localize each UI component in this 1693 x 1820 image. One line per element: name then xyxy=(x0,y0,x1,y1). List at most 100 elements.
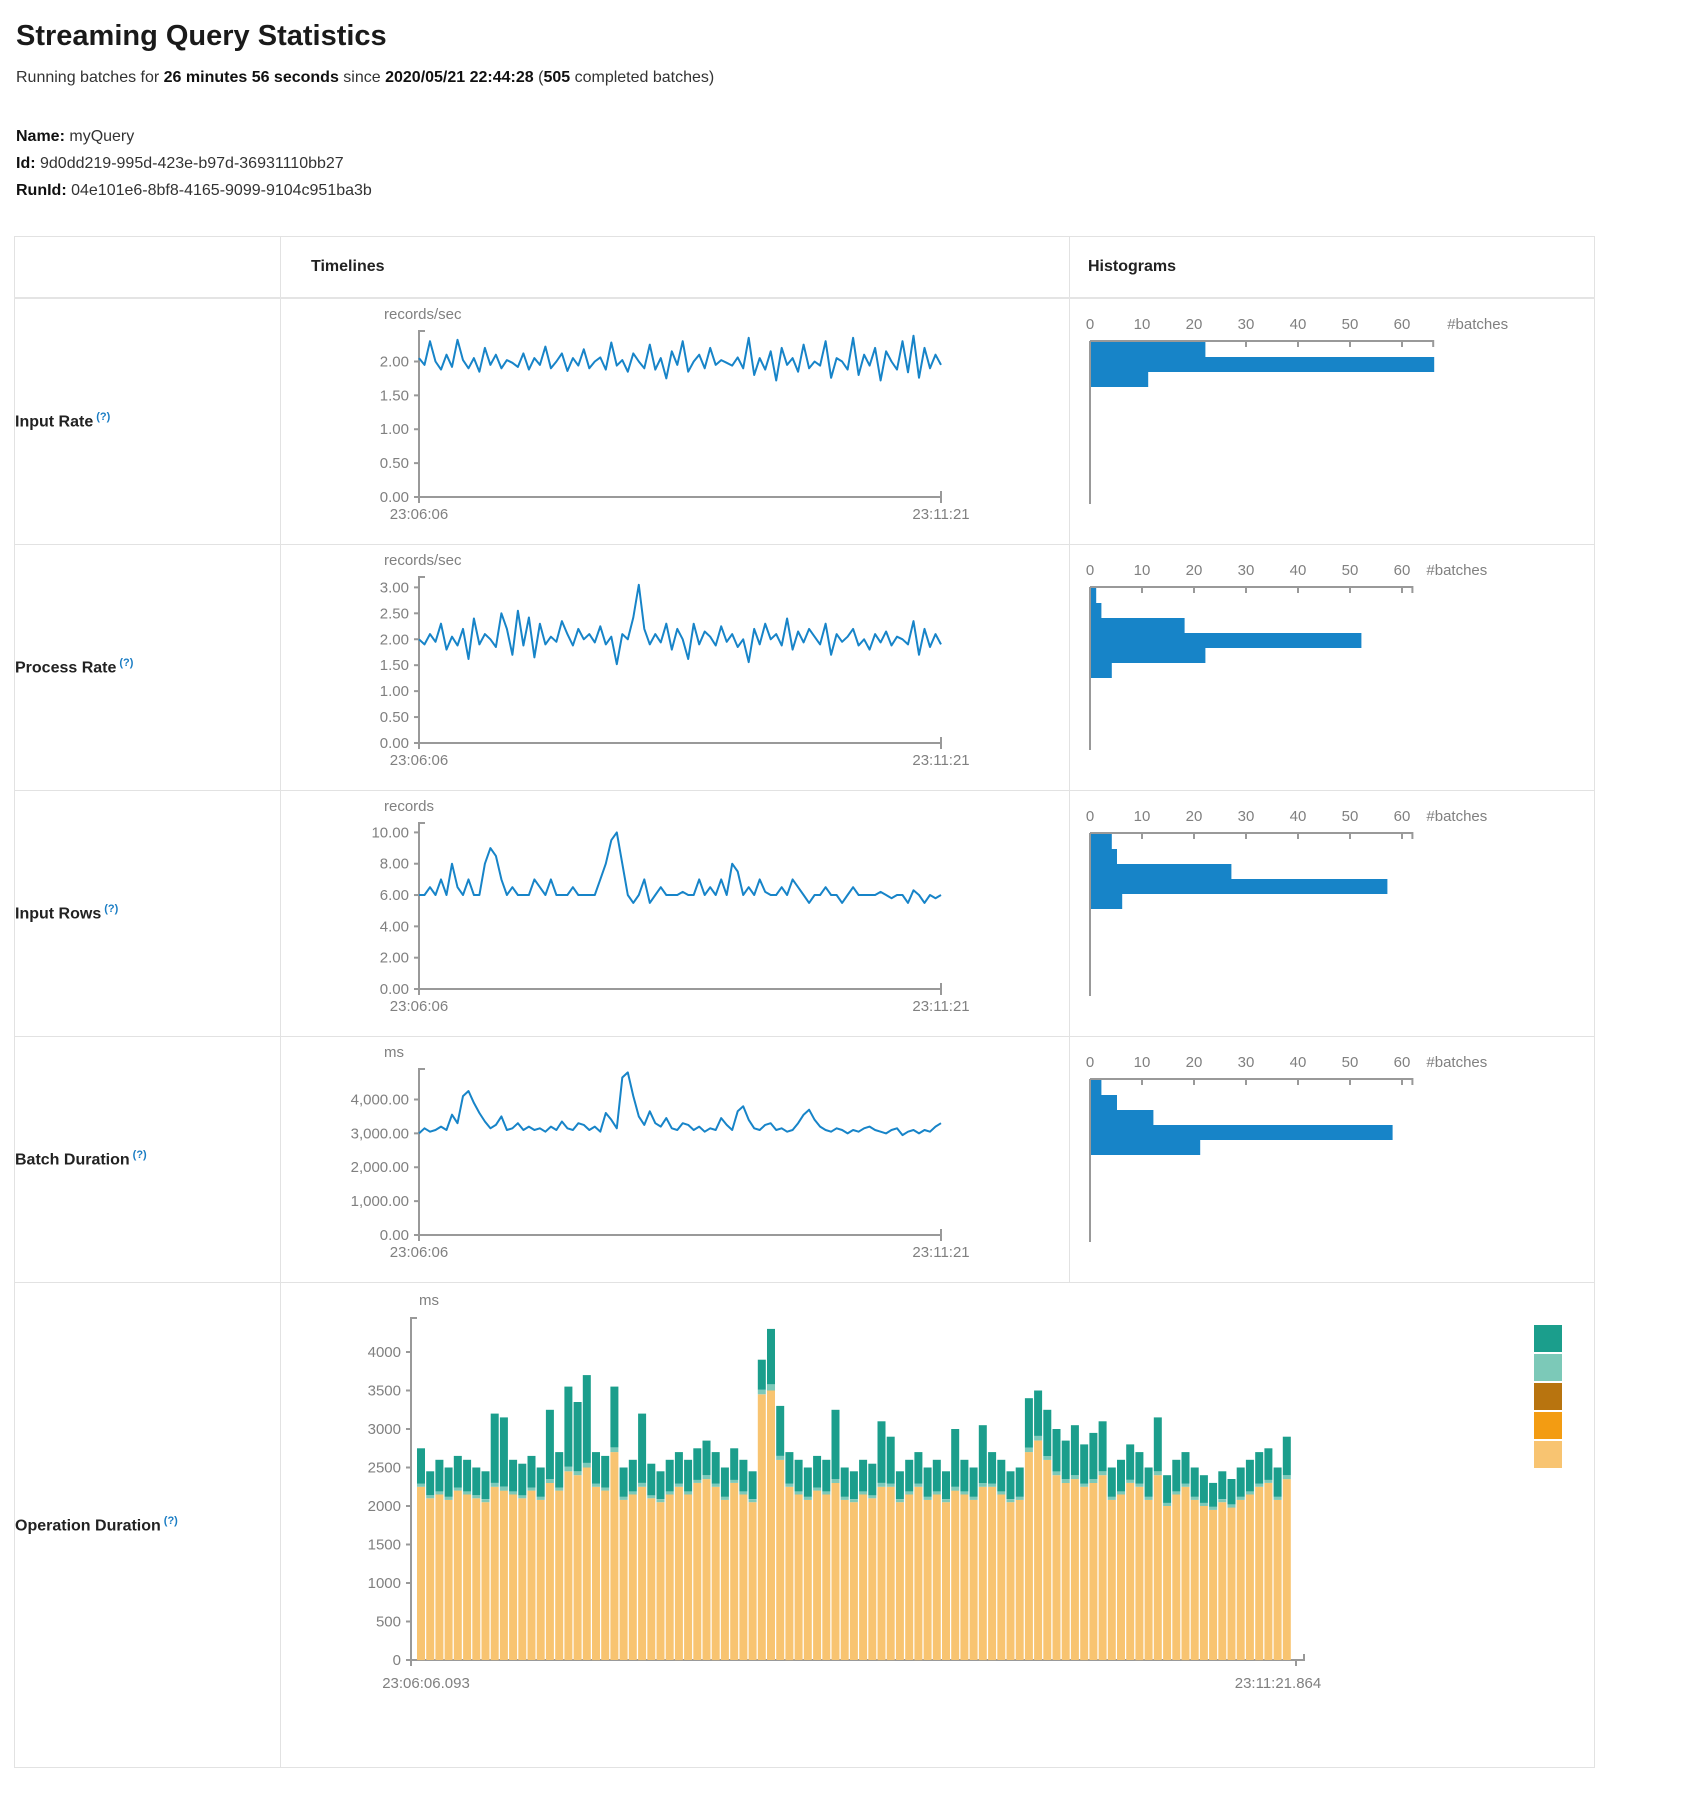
stacked-bar-segment xyxy=(444,1496,453,1500)
stacked-bar-segment xyxy=(1218,1471,1227,1499)
stacked-bar-segment xyxy=(831,1479,840,1483)
stacked-bar-segment xyxy=(665,1459,674,1492)
axis-label: 3,000.00 xyxy=(351,1125,409,1142)
stacked-bar-segment xyxy=(684,1491,693,1495)
stacked-bar-segment xyxy=(1098,1471,1107,1476)
help-icon[interactable]: (?) xyxy=(163,1514,178,1527)
stacked-bar-segment xyxy=(960,1494,969,1660)
name-value: myQuery xyxy=(69,128,135,145)
histogram-axis xyxy=(1090,340,1435,347)
query-meta: Name: myQuery Id: 9d0dd219-995d-423e-b97… xyxy=(16,123,1693,204)
row-label-batch-duration: Batch Duration (?) xyxy=(14,1036,281,1283)
stacked-bar-segment xyxy=(960,1459,969,1492)
stacked-bar-segment xyxy=(1199,1475,1208,1503)
input-rate-histogram-cell: 0 10 20 30 40 50 60 #batches xyxy=(1069,297,1595,545)
stacked-bar-segment xyxy=(1144,1496,1153,1500)
stacked-bar-segment xyxy=(518,1495,527,1499)
stacked-bar-segment xyxy=(1080,1444,1089,1484)
stacked-bar-segment xyxy=(1024,1452,1033,1660)
axis-label: 23:06:06 xyxy=(390,752,448,769)
operation-duration-stacked-chart: ms 4000 3500 3000 2500 2000 1500 1000 500 0 23:06:… xyxy=(368,1292,1562,1692)
stacked-bar-segment xyxy=(536,1467,545,1497)
stacked-bar-segment xyxy=(886,1436,895,1484)
stacked-bar-segment xyxy=(555,1490,564,1660)
axis-label: 10 xyxy=(1134,1054,1151,1071)
stacked-bar-segment xyxy=(1181,1483,1190,1487)
axis-label: 0.50 xyxy=(380,709,409,726)
stacked-bar-segment xyxy=(803,1496,812,1500)
axis-label: 4,000.00 xyxy=(351,1091,409,1108)
stacked-bar-segment xyxy=(656,1502,665,1660)
stacked-bar-segment xyxy=(499,1486,508,1491)
axis-label: 20 xyxy=(1186,562,1203,579)
batch-duration-histogram-cell: 0 10 20 30 40 50 60 #batches xyxy=(1069,1036,1595,1283)
stacked-bar-segment xyxy=(831,1409,840,1480)
stacked-bar-segment xyxy=(545,1482,554,1660)
stacked-bar-segment xyxy=(978,1425,987,1483)
axis-label: records/sec xyxy=(384,306,462,323)
axis-label: 10 xyxy=(1134,316,1151,333)
stacked-bar-segment xyxy=(923,1467,932,1497)
stacked-bar-segment xyxy=(1024,1398,1033,1448)
axis-label: 60 xyxy=(1394,1054,1411,1071)
help-icon[interactable]: (?) xyxy=(104,903,119,916)
stacked-bar-segment xyxy=(536,1499,545,1660)
stacked-bar-segment xyxy=(1080,1483,1089,1487)
legend-swatch-4 xyxy=(1534,1441,1562,1468)
stacked-bar-segment xyxy=(942,1499,950,1503)
row-label-text: Process Rate xyxy=(15,659,117,677)
stacked-bar-segment xyxy=(1245,1459,1254,1492)
stacked-bar-segment xyxy=(1163,1502,1172,1506)
axis-label: 3.00 xyxy=(380,579,409,596)
stacked-bar-segment xyxy=(720,1499,729,1660)
stacked-bar-segment xyxy=(628,1494,637,1660)
stacked-bar-segment xyxy=(545,1409,554,1480)
running-summary: Running batches for 26 minutes 56 second… xyxy=(16,69,1693,87)
stacked-bar-segment xyxy=(481,1499,490,1503)
stacked-bar-segment xyxy=(730,1479,739,1483)
row-label-text: Input Rate xyxy=(15,413,94,431)
histogram-bar xyxy=(1091,849,1117,864)
stacked-bar-segment xyxy=(545,1479,554,1483)
axis-label: 1.00 xyxy=(380,421,409,438)
help-icon[interactable]: (?) xyxy=(96,411,111,424)
stacked-bar-segment xyxy=(1098,1475,1107,1660)
stacked-bar-segment xyxy=(702,1479,711,1660)
stacked-bar-segment xyxy=(1089,1432,1098,1480)
id-value: 9d0dd219-995d-423e-b97d-36931110bb27 xyxy=(40,155,344,172)
stacked-bar-segment xyxy=(509,1459,518,1492)
axis-label: 2,000.00 xyxy=(351,1159,409,1176)
stacked-bar-segment xyxy=(693,1448,702,1480)
stacked-bar-segment xyxy=(813,1487,822,1491)
axis-label: 0.00 xyxy=(380,981,409,998)
input-rows-histogram-cell: 0 10 20 30 40 50 60 #batches xyxy=(1069,790,1595,1037)
input-rows-line-series xyxy=(419,831,942,904)
axis-label: 23:06:06 xyxy=(390,998,448,1015)
histogram-bar xyxy=(1091,372,1149,387)
axis-label: 10 xyxy=(1134,808,1151,825)
stacked-bar-segment xyxy=(1245,1491,1254,1495)
process-rate-histogram-cell: 0 10 20 30 40 50 60 #batches xyxy=(1069,544,1595,791)
stacked-bar-segment xyxy=(582,1467,591,1660)
query-name-line: Name: myQuery xyxy=(16,123,1693,150)
stacked-bar-segment xyxy=(619,1467,628,1497)
axis-label: 30 xyxy=(1238,562,1255,579)
axis-label: 10 xyxy=(1134,562,1151,579)
stacked-bar-segment xyxy=(794,1459,803,1492)
stacked-bar-segment xyxy=(490,1413,499,1483)
stacked-bar-segment xyxy=(472,1495,481,1499)
stacked-bar-segment xyxy=(785,1452,794,1484)
stacked-bar-segment xyxy=(1024,1447,1033,1453)
row-operation-duration: Operation Duration (?) ms 4000 3500 3000 2500 2… xyxy=(14,1282,1595,1768)
stacked-bar-segment xyxy=(1199,1506,1208,1660)
stacked-bar-segment xyxy=(601,1490,610,1660)
batch-duration-timeline-chart: ms4,000.003,000.002,000.001,000.000.0023… xyxy=(351,1044,970,1261)
stacked-bar-segment xyxy=(932,1459,941,1492)
input-rows-histogram-chart: 0 10 20 30 40 50 60 #batches xyxy=(1086,808,1487,996)
stacked-bar-segment xyxy=(1153,1471,1162,1476)
help-icon[interactable]: (?) xyxy=(132,1149,147,1162)
row-label-input-rate: Input Rate (?) xyxy=(14,297,281,545)
stacked-bar-segment xyxy=(582,1375,591,1463)
help-icon[interactable]: (?) xyxy=(119,657,134,670)
